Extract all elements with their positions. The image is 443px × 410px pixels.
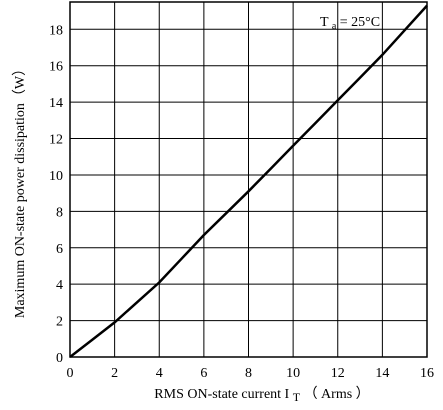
y-tick-label: 16	[49, 60, 63, 75]
x-tick-label: 6	[200, 366, 207, 381]
annotation-main: T	[320, 15, 329, 30]
grid	[69, 2, 428, 358]
y-tick-label: 8	[56, 205, 63, 220]
x-tick-label: 4	[156, 366, 163, 381]
x-tick-label: 0	[67, 366, 74, 381]
y-tick-label: 2	[56, 315, 63, 330]
x-tick-label: 2	[111, 366, 118, 381]
y-tick-label: 12	[49, 133, 63, 148]
annotation-rest: = 25°C	[340, 15, 380, 30]
y-tick-label: 4	[56, 278, 63, 293]
x-axis-title-main: RMS ON-state current I	[154, 387, 289, 402]
y-tick-label: 6	[56, 242, 63, 257]
x-tick-label: 8	[245, 366, 252, 381]
x-tick-labels: 0 2 4 6 8 10 12 14 16	[67, 366, 435, 381]
temperature-annotation: T a = 25°C	[320, 15, 380, 33]
x-tick-label: 14	[375, 366, 389, 381]
y-tick-label: 14	[49, 96, 63, 111]
y-tick-label: 10	[49, 169, 63, 184]
y-tick-label: 0	[56, 351, 63, 366]
x-tick-label: 16	[420, 366, 434, 381]
y-tick-labels: 0 2 4 6 8 10 12 14 16 18	[49, 23, 63, 366]
x-axis-title: RMS ON-state current I T （ Arms ）	[154, 386, 369, 405]
annotation-sub: a	[332, 21, 337, 32]
x-tick-label: 10	[286, 366, 300, 381]
y-axis-title: Maximum ON-state power dissipation（W）	[12, 62, 28, 318]
x-axis-title-sub: T	[293, 390, 301, 404]
x-tick-label: 12	[331, 366, 345, 381]
power-dissipation-curve	[69, 4, 428, 358]
y-tick-label: 18	[49, 23, 63, 38]
x-axis-title-unit: （ Arms ）	[304, 386, 370, 402]
plot-frame	[69, 1, 428, 358]
